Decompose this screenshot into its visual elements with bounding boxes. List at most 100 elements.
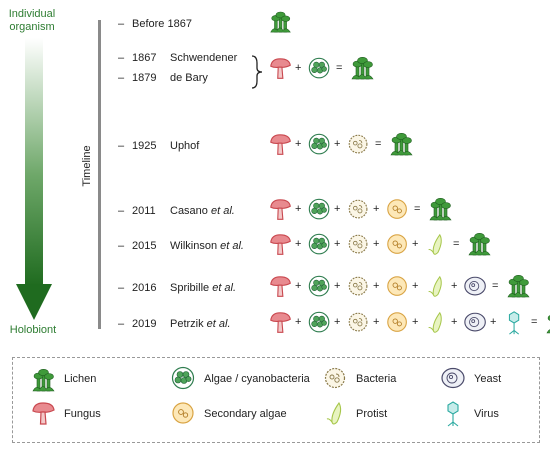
timeline-dash: – [118,318,125,330]
plus-sign: + [295,203,302,215]
timeline-dash: – [118,282,125,294]
plus-sign: + [295,138,302,150]
plus-sign: + [334,316,341,328]
entry-author: Wilkinson et al. [170,240,244,252]
legend-label: Bacteria [356,373,397,385]
equals-sign: = [414,203,421,215]
timeline-dash: – [118,52,125,64]
plus-sign: + [334,138,341,150]
timeline-dash: – [118,140,125,152]
fungus-icon [270,234,291,255]
equals-sign: = [336,62,343,74]
lichen-icon [390,133,413,156]
entry-year: 2011 [132,205,156,217]
plus-sign: + [451,316,458,328]
equals-sign: = [453,238,460,250]
entry-author: Uphof [170,140,199,152]
protist-icon [326,401,342,425]
plus-sign: + [334,203,341,215]
entry-year: 2016 [132,282,157,294]
legend-label: Protist [356,408,388,420]
plus-sign: + [295,62,302,74]
lichen-icon [351,57,374,80]
individual-organism-label: Individual organism [8,8,56,33]
secondary-algae-icon [387,276,407,296]
entry-year: 1879 [132,72,157,84]
secondary-algae-icon [172,402,194,424]
fungus-icon [32,402,55,425]
bracket [251,55,263,89]
bacteria-icon [348,234,368,254]
fungus-icon [270,199,291,220]
entry-author: Schwendener [170,52,237,64]
lichen-icon [546,315,550,334]
entry-author-name: Uphof [170,140,200,152]
legend [12,357,540,443]
lichen-icon [429,198,452,221]
algae-icon [308,233,330,255]
timeline-dash: – [118,205,125,217]
plus-sign: + [412,316,419,328]
virus-icon [508,311,520,335]
plus-sign: + [295,238,302,250]
entry-author-name: de Bary [170,72,208,84]
yeast-icon [464,276,486,296]
entry-year: 2015 [132,240,157,252]
legend-label: Secondary algae [204,408,287,420]
entry-etal: et al. [217,240,244,252]
protist-icon [428,275,442,297]
plus-sign: + [373,238,380,250]
legend-label: Lichen [64,373,97,385]
entry-author: Spribille et al. [170,282,236,294]
entry-author: Casano et al. [170,205,235,217]
plus-sign: + [490,316,497,328]
entry-etal: et al. [207,205,235,217]
entry-author: Petrzik et al. [170,318,231,330]
fungus-icon [270,134,291,155]
equals-sign: = [531,316,538,328]
timeline-line [98,20,101,329]
legend-label: Yeast [474,373,502,385]
algae-icon [308,275,330,297]
bacteria-icon [348,276,368,296]
bacteria-icon [348,312,368,332]
fungus-icon [270,312,291,333]
plus-sign: + [295,316,302,328]
yeast-icon [464,312,486,332]
lichen-icon [507,275,530,298]
algae-icon [308,133,330,155]
protist-icon [428,233,442,255]
algae-icon [308,311,330,333]
entry-etal: et al. [209,282,237,294]
bacteria-icon [348,199,368,219]
virus-icon [447,401,459,427]
protist-icon [428,311,442,333]
holobiont-label: Holobiont [9,324,57,336]
lichen-icon [468,233,491,256]
entry-year: Before 1867 [132,18,192,30]
legend-label: Virus [474,408,499,420]
gradient-arrow [16,38,52,320]
bacteria-icon [348,134,368,154]
plus-sign: + [373,316,380,328]
entry-author-name: Casano [170,205,208,217]
timeline-dash: – [118,72,125,84]
entry-year: 1925 [132,140,157,152]
entry-author-name: Spribille [170,282,210,294]
entry-author: de Bary [170,72,208,84]
entry-author-name: Schwendener [170,52,238,64]
secondary-algae-icon [387,199,407,219]
entry-author-name: Petrzik [170,318,204,330]
bacteria-icon [324,367,346,389]
plus-sign: + [334,280,341,292]
timeline-label: Timeline [81,145,93,187]
algae-icon [308,198,330,220]
entry-etal: et al. [203,318,231,330]
lichen-icon [32,369,55,392]
plus-sign: + [412,238,419,250]
legend-label: Fungus [64,408,101,420]
algae-icon [171,366,195,390]
plus-sign: + [412,280,419,292]
equals-sign: = [375,138,382,150]
timeline-dash: – [118,18,125,30]
